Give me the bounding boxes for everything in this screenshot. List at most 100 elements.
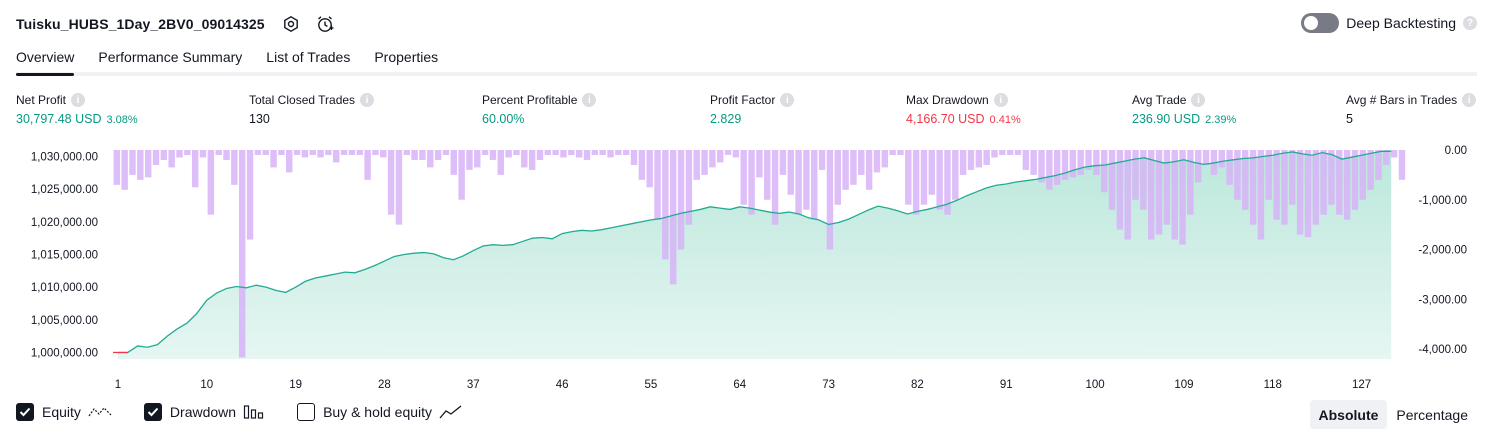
tab-performance-summary[interactable]: Performance Summary: [98, 49, 243, 65]
legend-equity[interactable]: Equity: [16, 403, 112, 421]
drawdown-bar: [818, 150, 826, 170]
drawdown-bar: [999, 150, 1006, 155]
drawdown-bar: [497, 150, 505, 175]
drawdown-bar: [1195, 150, 1202, 183]
checkbox-checked-icon[interactable]: [16, 403, 34, 421]
drawdown-bar: [1077, 150, 1084, 175]
drawdown-bar: [215, 150, 222, 155]
gear-icon[interactable]: [279, 14, 303, 34]
drawdown-bar: [1061, 150, 1069, 180]
chart-legend: Equity Drawdown Buy & hold equity: [16, 403, 495, 421]
drawdown-bar: [1148, 150, 1155, 240]
info-icon[interactable]: i: [993, 93, 1008, 107]
equity-axis-tick-label: 1,020,000.00: [31, 217, 98, 229]
drawdown-bar: [333, 150, 340, 163]
drawdown-bar: [309, 150, 316, 155]
tab-overview[interactable]: Overview: [16, 40, 75, 76]
drawdown-bar: [850, 150, 857, 185]
drawdown-bar: [1336, 150, 1343, 215]
metric-value: 130: [249, 112, 270, 126]
drawdown-bar: [160, 150, 168, 160]
checkbox-unchecked-icon[interactable]: [297, 403, 316, 421]
info-icon[interactable]: i: [780, 93, 795, 107]
drawdown-axis-tick-label: 0.00: [1445, 145, 1467, 157]
drawdown-bar: [1304, 150, 1312, 238]
drawdown-bar: [560, 150, 567, 158]
drawdown-bar: [395, 150, 403, 225]
drawdown-bar: [199, 150, 207, 158]
drawdown-bar: [489, 150, 497, 160]
drawdown-bar: [1320, 150, 1327, 215]
drawdown-bar: [1163, 150, 1171, 225]
equity-drawdown-chart[interactable]: 1,000,000.00 1,005,000.00 1,010,000.00 1,01…: [0, 140, 1494, 396]
info-icon[interactable]: i: [582, 93, 597, 107]
drawdown-bar: [928, 150, 936, 195]
tab-properties[interactable]: Properties: [374, 49, 439, 65]
metric-total-closed-trades: Total Closed Trades i 130: [249, 93, 375, 126]
drawdown-bar: [630, 150, 638, 165]
drawdown-bar: [615, 150, 622, 155]
drawdown-bar: [544, 150, 552, 155]
drawdown-bar: [231, 150, 238, 185]
drawdown-bar: [137, 150, 144, 180]
drawdown-bar: [1351, 150, 1359, 210]
drawdown-bar: [740, 150, 747, 205]
x-axis-tick-label: 1: [115, 379, 121, 391]
drawdown-bar: [677, 150, 685, 250]
drawdown-bar: [427, 150, 434, 168]
x-axis-tick-label: 100: [1085, 379, 1104, 391]
info-icon[interactable]: i: [71, 93, 86, 107]
drawdown-bar: [779, 150, 787, 175]
drawdown-bar: [552, 150, 559, 155]
info-icon[interactable]: i: [1191, 93, 1206, 107]
drawdown-bar: [889, 150, 896, 155]
drawdown-bar: [1155, 150, 1163, 235]
drawdown-bar: [975, 150, 983, 168]
legend-drawdown-label: Drawdown: [169, 404, 237, 420]
drawdown-bar: [654, 150, 661, 220]
metric-percent-profitable: Percent Profitable i 60.00%: [482, 93, 597, 126]
info-icon[interactable]: i: [1462, 93, 1477, 107]
drawdown-bar: [419, 150, 426, 160]
drawdown-bar: [1116, 150, 1124, 230]
drawdown-bar: [121, 150, 128, 190]
percentage-button[interactable]: Percentage: [1396, 407, 1468, 423]
strategy-title: Tuisku_HUBS_1Day_2BV0_09014325: [16, 16, 265, 32]
drawdown-bar: [1140, 150, 1147, 210]
drawdown-bar: [1022, 150, 1030, 170]
equity-axis-tick-label: 1,010,000.00: [31, 282, 98, 294]
x-axis-tick-label: 91: [1000, 379, 1013, 391]
metric-value: 5: [1346, 112, 1353, 126]
drawdown-bar: [301, 150, 309, 158]
absolute-button[interactable]: Absolute: [1309, 400, 1388, 429]
x-axis-tick-label: 37: [467, 379, 480, 391]
drawdown-bar: [905, 150, 912, 205]
tab-list-of-trades[interactable]: List of Trades: [266, 49, 351, 65]
drawdown-bar: [952, 150, 959, 200]
drawdown-bar: [936, 150, 943, 210]
info-icon[interactable]: i: [360, 93, 375, 107]
drawdown-bar: [638, 150, 646, 180]
drawdown-bar: [1296, 150, 1304, 235]
legend-buy-hold-label: Buy & hold equity: [323, 404, 433, 420]
help-icon[interactable]: ?: [1463, 16, 1477, 30]
drawdown-bar: [771, 150, 779, 225]
drawdown-bar: [568, 150, 575, 155]
drawdown-bar: [458, 150, 465, 200]
drawdown-bar: [1187, 150, 1194, 215]
drawdown-bar: [317, 150, 324, 158]
legend-drawdown[interactable]: Drawdown: [143, 403, 265, 421]
drawdown-bar: [1014, 150, 1022, 155]
buy-hold-line-icon: [439, 404, 463, 420]
legend-buy-hold[interactable]: Buy & hold equity: [297, 403, 463, 421]
drawdown-axis-tick-label: -3,000.00: [1418, 294, 1467, 306]
alert-clock-icon[interactable]: [313, 14, 337, 34]
equity-axis-tick-label: 1,030,000.00: [31, 152, 98, 164]
drawdown-bar: [1234, 150, 1241, 200]
drawdown-bar: [685, 150, 693, 225]
checkbox-checked-icon[interactable]: [143, 403, 162, 421]
drawdown-bar: [607, 150, 614, 158]
drawdown-bar: [669, 150, 677, 285]
deep-backtesting-toggle[interactable]: [1301, 13, 1340, 33]
drawdown-bar: [842, 150, 849, 190]
